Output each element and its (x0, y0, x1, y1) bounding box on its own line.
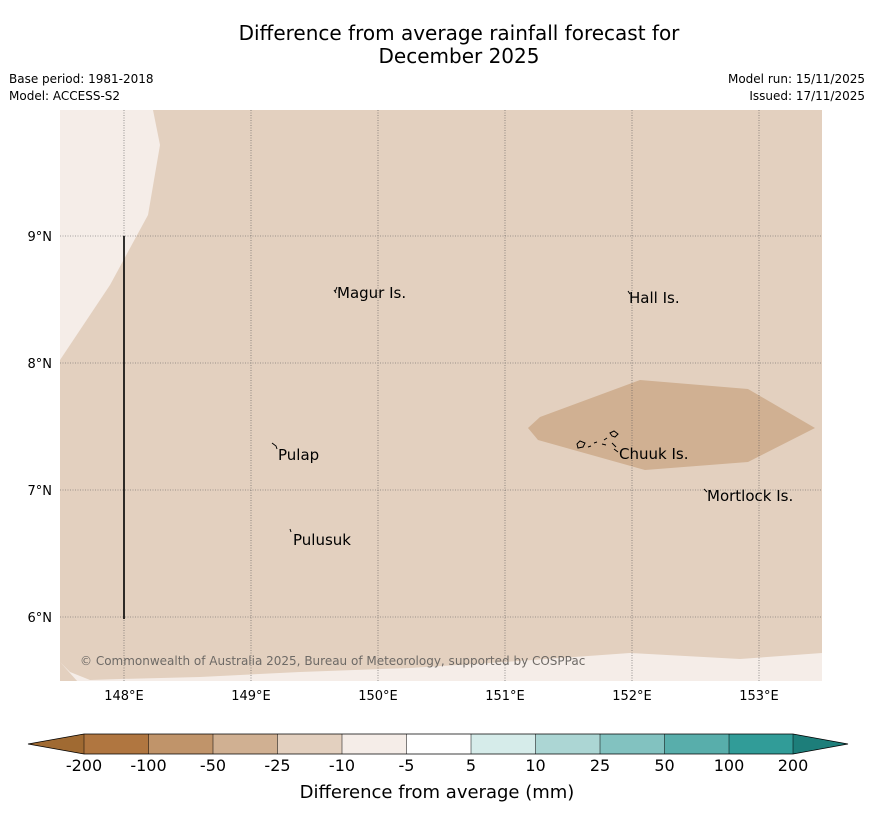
colorbar-tick-label: 100 (714, 756, 745, 775)
colorbar: -200 -100 -50 -25 -10 -5 5 10 25 50 100 … (27, 733, 849, 803)
island-pulusuk (289, 528, 292, 533)
colorbar-tick-label: 25 (590, 756, 610, 775)
title-line-2: December 2025 (378, 44, 540, 68)
colorbar-bin-11 (729, 734, 793, 754)
lat-label-6: 6°N (28, 611, 53, 626)
meta-left: Base period: 1981-2018 Model: ACCESS-S2 (9, 71, 154, 105)
label-pulusuk: Pulusuk (293, 531, 351, 549)
colorbar-tick-label: -5 (399, 756, 415, 775)
colorbar-tick-label: -200 (66, 756, 102, 775)
lon-label-153: 153°E (739, 689, 779, 704)
colorbar-bin-2 (148, 734, 213, 754)
colorbar-tick-label: -100 (130, 756, 166, 775)
model-run: Model run: 15/11/2025 (727, 72, 865, 86)
island-magur (333, 286, 338, 294)
lat-label-7: 7°N (28, 484, 53, 499)
colorbar-bin-4 (277, 734, 342, 754)
issued-date: Issued: 17/11/2025 (749, 89, 865, 103)
darker-region-chuuk (528, 380, 815, 470)
label-magur: Magur Is. (337, 284, 406, 302)
meta-right: Model run: 15/11/2025 Issued: 17/11/2025 (728, 71, 865, 105)
island-hall (627, 290, 631, 295)
colorbar-bin-8 (535, 734, 600, 754)
colorbar-title: Difference from average (mm) (300, 782, 575, 803)
colorbar-bin-1 (84, 734, 149, 754)
colorbar-tick-label: -10 (329, 756, 355, 775)
copyright-notice: © Commonwealth of Australia 2025, Bureau… (80, 654, 585, 668)
colorbar-bin-7 (471, 734, 536, 754)
island-mortlock (703, 488, 708, 493)
colorbar-bin-3 (213, 734, 278, 754)
model-name: Model: ACCESS-S2 (9, 89, 121, 103)
lon-label-150: 150°E (358, 689, 398, 704)
colorbar-bin-6 (406, 734, 471, 754)
label-pulap: Pulap (278, 446, 319, 464)
lon-label-152: 152°E (612, 689, 652, 704)
island-chuuk (576, 430, 619, 453)
colorbar-dividers (83, 734, 794, 754)
colorbar-bin-9 (600, 734, 665, 754)
chart-title: Difference from average rainfall forecas… (0, 22, 873, 68)
colorbar-tick-label: 5 (466, 756, 476, 775)
islands (271, 286, 708, 533)
label-mortlock: Mortlock Is. (707, 487, 793, 505)
colorbar-extend-low (28, 734, 84, 754)
island-pulap (271, 442, 278, 450)
colorbar-tick-label: 10 (525, 756, 545, 775)
colorbar-tick-label: -50 (200, 756, 226, 775)
colorbar-extend-high (793, 734, 848, 754)
colorbar-bin-10 (664, 734, 729, 754)
lon-label-149: 149°E (231, 689, 271, 704)
title-line-1: Difference from average rainfall forecas… (238, 21, 680, 45)
lon-label-151: 151°E (485, 689, 525, 704)
base-period: Base period: 1981-2018 (9, 72, 154, 86)
colorbar-bin-5 (342, 734, 407, 754)
lat-label-9: 9°N (28, 230, 53, 245)
colorbar-tick-label: 50 (654, 756, 674, 775)
light-region-northwest (60, 110, 160, 360)
light-region-south (60, 653, 822, 681)
colorbar-tick-label: 200 (778, 756, 809, 775)
lat-label-8: 8°N (28, 357, 53, 372)
colorbar-tick-label: -25 (264, 756, 290, 775)
lon-label-148: 148°E (104, 689, 144, 704)
map-area: Magur Is. Hall Is. Pulap Chuuk Is. Mortl… (60, 110, 822, 681)
label-hall: Hall Is. (629, 289, 680, 307)
label-chuuk: Chuuk Is. (619, 445, 688, 463)
